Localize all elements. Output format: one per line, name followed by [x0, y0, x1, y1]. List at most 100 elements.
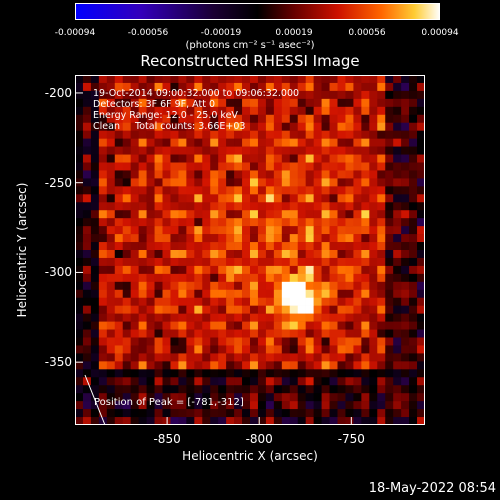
heatmap-cell	[162, 82, 171, 92]
heatmap-cell	[75, 337, 84, 346]
heatmap-cell	[210, 361, 219, 370]
chart-title: Reconstructed RHESSI Image	[140, 52, 360, 70]
heatmap-cell	[337, 305, 346, 314]
heatmap-cell	[75, 361, 84, 370]
heatmap-cell	[337, 218, 346, 227]
heatmap-cell	[401, 353, 410, 362]
heatmap-cell	[98, 345, 108, 354]
heatmap-cell	[82, 250, 92, 259]
heatmap-cell	[106, 250, 116, 259]
heatmap-cell	[361, 154, 370, 163]
heatmap-cell	[122, 106, 131, 116]
heatmap-cell	[377, 353, 386, 362]
heatmap-cell	[226, 313, 235, 322]
heatmap-cell	[273, 106, 283, 116]
heatmap-cell	[242, 313, 251, 322]
heatmap-cell	[202, 242, 211, 251]
heatmap-cell	[82, 297, 92, 306]
heatmap-cell	[369, 273, 378, 283]
heatmap-cell	[194, 409, 203, 418]
heatmap-cell	[90, 234, 100, 243]
heatmap-cell	[138, 289, 147, 299]
heatmap-cell	[218, 154, 227, 163]
heatmap-cell	[82, 257, 92, 267]
heatmap-cell	[329, 194, 338, 203]
heatmap-cell	[194, 186, 203, 195]
heatmap-cell	[122, 385, 131, 394]
heatmap-cell	[250, 281, 259, 291]
heatmap-cell	[385, 130, 394, 139]
heatmap-cell	[130, 329, 139, 338]
heatmap-cell	[313, 417, 322, 425]
heatmap-cell	[321, 345, 330, 354]
heatmap-cell	[329, 417, 338, 425]
heatmap-cell	[138, 409, 147, 418]
heatmap-cell	[186, 154, 195, 163]
heatmap-cell	[313, 130, 322, 139]
heatmap-cell	[202, 353, 211, 362]
heatmap-cell	[401, 369, 410, 378]
heatmap-cell	[114, 345, 124, 354]
heatmap-cell	[401, 273, 410, 283]
heatmap-cell	[305, 250, 314, 259]
heatmap-cell	[75, 385, 84, 394]
heatmap-cell	[170, 281, 179, 291]
heatmap-cell	[297, 401, 306, 410]
heatmap-cell	[393, 321, 402, 330]
heatmap-cell	[289, 385, 299, 394]
heatmap-cell	[162, 114, 171, 124]
heatmap-cell	[170, 218, 179, 227]
heatmap-cell	[154, 226, 163, 235]
heatmap-cell	[226, 385, 235, 394]
heatmap-cell	[345, 226, 354, 235]
heatmap-cell	[385, 218, 394, 227]
heatmap-cell	[170, 401, 179, 410]
heatmap-cell	[385, 377, 394, 386]
heatmap-cell	[162, 170, 171, 179]
heatmap-cell	[218, 170, 227, 179]
heatmap-cell	[218, 281, 227, 291]
heatmap-cell	[273, 130, 283, 139]
heatmap-cell	[130, 114, 139, 124]
heatmap-cell	[154, 345, 163, 354]
heatmap-cell	[321, 329, 330, 338]
heatmap-cell	[329, 210, 338, 219]
heatmap-cell	[281, 114, 291, 124]
heatmap-cell	[321, 106, 330, 116]
heatmap-cell	[321, 122, 330, 131]
heatmap-cell	[377, 313, 386, 322]
heatmap-cell	[114, 329, 124, 338]
heatmap-cell	[218, 265, 227, 275]
heatmap-cell	[281, 273, 291, 283]
heatmap-cell	[234, 226, 243, 235]
heatmap-cell	[218, 393, 227, 402]
heatmap-cell	[90, 417, 100, 425]
heatmap-cell	[154, 321, 163, 330]
heatmap-cell	[417, 210, 425, 219]
heatmap-cell	[393, 305, 402, 314]
heatmap-cell	[337, 154, 346, 163]
heatmap-cell	[385, 242, 394, 251]
heatmap-cell	[409, 369, 418, 378]
heatmap-cell	[122, 170, 131, 179]
heatmap-cell	[154, 242, 163, 251]
heatmap-cell	[401, 321, 410, 330]
heatmap-cell	[305, 313, 314, 322]
heatmap-cell	[250, 257, 259, 267]
heatmap-plot	[75, 75, 425, 425]
axis-tick-marks	[75, 92, 352, 425]
heatmap-cell	[194, 337, 203, 346]
heatmap-cell	[154, 202, 163, 211]
heatmap-cell	[345, 146, 354, 155]
heatmap-cell	[250, 226, 259, 235]
heatmap-cell	[297, 313, 306, 322]
heatmap-cell	[146, 409, 155, 418]
heatmap-cell	[90, 289, 100, 299]
heatmap-cell	[226, 138, 235, 147]
heatmap-cell	[90, 218, 100, 227]
heatmap-cell	[114, 289, 124, 299]
heatmap-cell	[82, 194, 92, 203]
heatmap-cell	[401, 178, 410, 187]
heatmap-cell	[146, 361, 155, 370]
heatmap-cell	[138, 106, 147, 116]
